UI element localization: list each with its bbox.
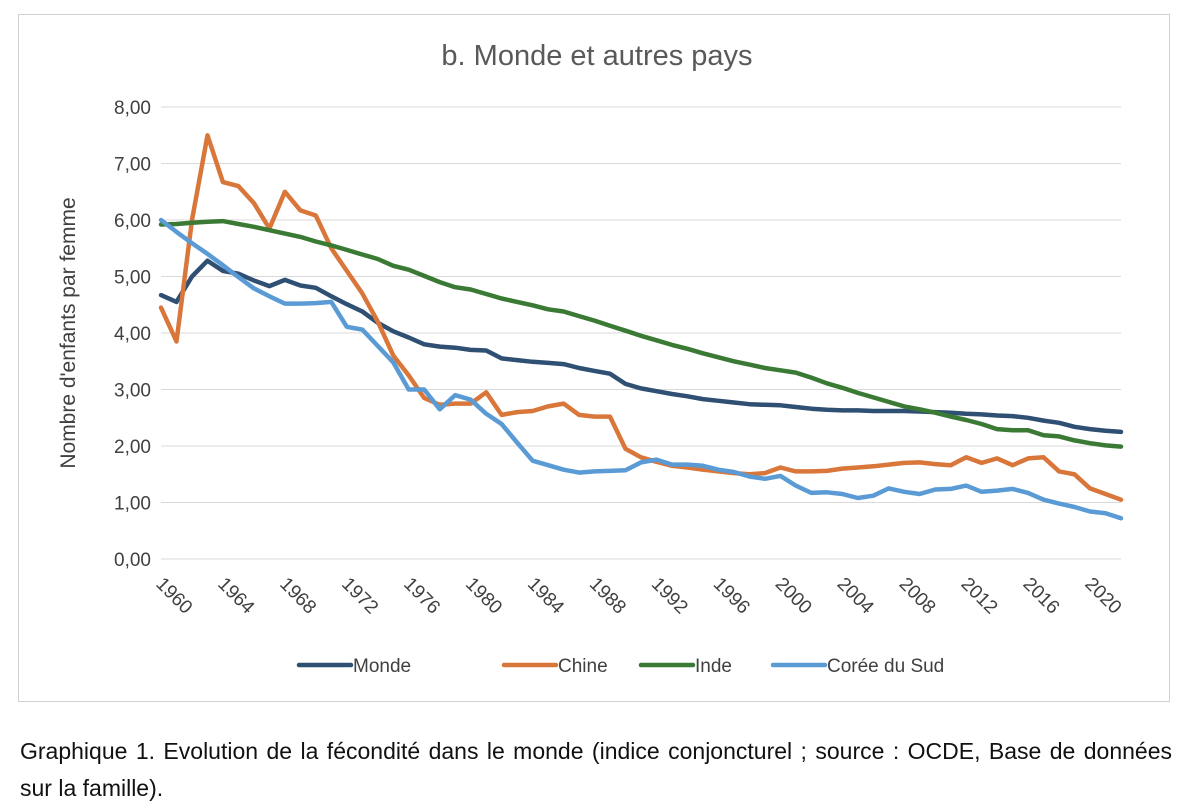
legend-label: Chine [558,656,608,677]
x-tick-label: 1980 [461,574,506,619]
y-tick-label: 5,00 [114,268,151,289]
x-tick-label: 1992 [647,574,692,619]
chart-frame: b. Monde et autres pays 0,00 1,00 2,00 3,00… [18,14,1170,702]
y-tick-label: 6,00 [114,211,151,232]
x-tick-label: 2012 [957,574,1002,619]
figure-caption: Graphique 1. Evolution de la fécondité d… [20,738,1172,801]
legend: Monde Chine Inde Corée du Sud [296,656,944,677]
y-tick-label: 7,00 [114,155,151,176]
x-tick-label: 2004 [833,574,878,619]
x-tick-label: 1964 [213,574,258,619]
x-tick-label: 1996 [709,574,754,619]
y-axis-ticks: 0,00 1,00 2,00 3,00 4,00 5,00 6,00 7,00 8,00 [114,98,151,571]
x-tick-label: 2008 [895,574,940,619]
series-lines [158,133,1124,521]
y-tick-label: 1,00 [114,494,151,515]
x-tick-label: 2020 [1080,574,1125,619]
series-line-chine [158,133,1124,502]
x-tick-label: 1976 [399,574,444,619]
y-tick-label: 3,00 [114,381,151,402]
y-axis-label: Nombre d'enfants par femme [57,197,80,468]
series-line-monde [158,258,1124,435]
legend-label: Inde [695,656,732,677]
y-tick-label: 4,00 [114,324,151,345]
x-tick-label: 2000 [771,574,816,619]
series-line-coree-du-sud [158,217,1124,521]
legend-label: Monde [353,656,411,677]
x-tick-label: 2016 [1019,574,1064,619]
x-axis-ticks: 1960 1964 1968 1972 1976 1980 1984 1988 1992 1996… [151,574,1125,619]
y-tick-label: 8,00 [114,98,151,119]
chart-title: b. Monde et autres pays [441,40,752,72]
y-tick-label: 2,00 [114,437,151,458]
series-line-inde [158,218,1124,449]
x-tick-label: 1960 [151,574,196,619]
gridlines [161,106,1121,560]
legend-label: Corée du Sud [827,656,944,677]
line-chart: b. Monde et autres pays 0,00 1,00 2,00 3,00… [57,40,1125,677]
x-tick-label: 1972 [337,574,382,619]
y-tick-label: 0,00 [114,550,151,571]
x-tick-label: 1988 [585,574,630,619]
x-tick-label: 1968 [275,574,320,619]
x-tick-label: 1984 [523,574,568,619]
